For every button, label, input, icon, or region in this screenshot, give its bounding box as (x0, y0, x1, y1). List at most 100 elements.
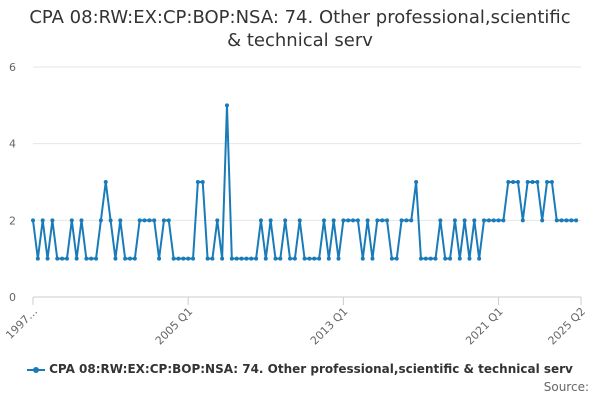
data-point[interactable] (491, 218, 496, 223)
data-point[interactable] (45, 256, 50, 261)
data-point[interactable] (428, 256, 433, 261)
data-point[interactable] (486, 218, 491, 223)
data-point[interactable] (268, 218, 273, 223)
data-point[interactable] (389, 256, 394, 261)
data-point[interactable] (288, 256, 293, 261)
data-point[interactable] (302, 256, 307, 261)
data-point[interactable] (191, 256, 196, 261)
data-point[interactable] (152, 218, 157, 223)
data-point[interactable] (326, 256, 331, 261)
data-point[interactable] (157, 256, 162, 261)
data-point[interactable] (370, 256, 375, 261)
data-point[interactable] (283, 218, 288, 223)
data-point[interactable] (60, 256, 65, 261)
data-point[interactable] (467, 256, 472, 261)
data-point[interactable] (108, 218, 113, 223)
data-point[interactable] (569, 218, 574, 223)
data-point[interactable] (477, 256, 482, 261)
data-point[interactable] (409, 218, 414, 223)
data-point[interactable] (443, 256, 448, 261)
data-point[interactable] (482, 218, 487, 223)
data-point[interactable] (234, 256, 239, 261)
data-point[interactable] (297, 218, 302, 223)
data-point[interactable] (346, 218, 351, 223)
data-point[interactable] (448, 256, 453, 261)
data-point[interactable] (317, 256, 322, 261)
data-point[interactable] (176, 256, 181, 261)
data-point[interactable] (501, 218, 506, 223)
data-point[interactable] (574, 218, 579, 223)
data-point[interactable] (229, 256, 234, 261)
data-point[interactable] (74, 256, 79, 261)
data-point[interactable] (394, 256, 399, 261)
data-point[interactable] (351, 218, 356, 223)
data-point[interactable] (341, 218, 346, 223)
data-point[interactable] (278, 256, 283, 261)
data-point[interactable] (520, 218, 525, 223)
data-point[interactable] (540, 218, 545, 223)
data-point[interactable] (55, 256, 60, 261)
data-point[interactable] (564, 218, 569, 223)
data-point[interactable] (414, 180, 419, 184)
data-point[interactable] (312, 256, 317, 261)
data-point[interactable] (79, 218, 84, 223)
data-point[interactable] (210, 256, 215, 261)
data-point[interactable] (94, 256, 99, 261)
data-point[interactable] (418, 256, 423, 261)
data-point[interactable] (307, 256, 312, 261)
data-point[interactable] (205, 256, 210, 261)
data-point[interactable] (147, 218, 152, 223)
data-point[interactable] (336, 256, 341, 261)
data-point[interactable] (515, 180, 520, 184)
data-point[interactable] (113, 256, 118, 261)
data-point[interactable] (511, 180, 516, 184)
data-point[interactable] (263, 256, 268, 261)
data-point[interactable] (215, 218, 220, 223)
data-point[interactable] (69, 218, 74, 223)
data-point[interactable] (321, 218, 326, 223)
data-point[interactable] (462, 218, 467, 223)
data-point[interactable] (375, 218, 380, 223)
data-point[interactable] (103, 180, 108, 184)
data-point[interactable] (35, 256, 40, 261)
data-point[interactable] (554, 218, 559, 223)
data-point[interactable] (64, 256, 69, 261)
data-point[interactable] (31, 218, 35, 223)
data-point[interactable] (433, 256, 438, 261)
data-point[interactable] (457, 256, 462, 261)
data-point[interactable] (399, 218, 404, 223)
data-point[interactable] (549, 180, 554, 184)
data-point[interactable] (452, 218, 457, 223)
data-point[interactable] (195, 180, 200, 184)
data-point[interactable] (249, 256, 254, 261)
data-point[interactable] (137, 218, 142, 223)
data-point[interactable] (123, 256, 128, 261)
data-point[interactable] (186, 256, 191, 261)
data-point[interactable] (220, 256, 225, 261)
data-point[interactable] (181, 256, 186, 261)
data-point[interactable] (438, 218, 443, 223)
data-point[interactable] (535, 180, 540, 184)
data-point[interactable] (380, 218, 385, 223)
data-point[interactable] (98, 218, 103, 223)
legend[interactable]: CPA 08:RW:EX:CP:BOP:NSA: 74. Other profe… (0, 362, 600, 376)
data-point[interactable] (127, 256, 132, 261)
data-point[interactable] (142, 218, 147, 223)
data-point[interactable] (166, 218, 171, 223)
data-point[interactable] (273, 256, 278, 261)
data-point[interactable] (200, 180, 205, 184)
data-point[interactable] (224, 103, 229, 108)
data-point[interactable] (50, 218, 55, 223)
data-point[interactable] (331, 218, 336, 223)
data-point[interactable] (472, 218, 477, 223)
data-point[interactable] (525, 180, 530, 184)
data-point[interactable] (84, 256, 89, 261)
data-point[interactable] (404, 218, 409, 223)
data-point[interactable] (132, 256, 137, 261)
data-point[interactable] (365, 218, 370, 223)
data-point[interactable] (385, 218, 390, 223)
data-point[interactable] (118, 218, 123, 223)
data-point[interactable] (530, 180, 535, 184)
data-point[interactable] (423, 256, 428, 261)
data-point[interactable] (254, 256, 259, 261)
